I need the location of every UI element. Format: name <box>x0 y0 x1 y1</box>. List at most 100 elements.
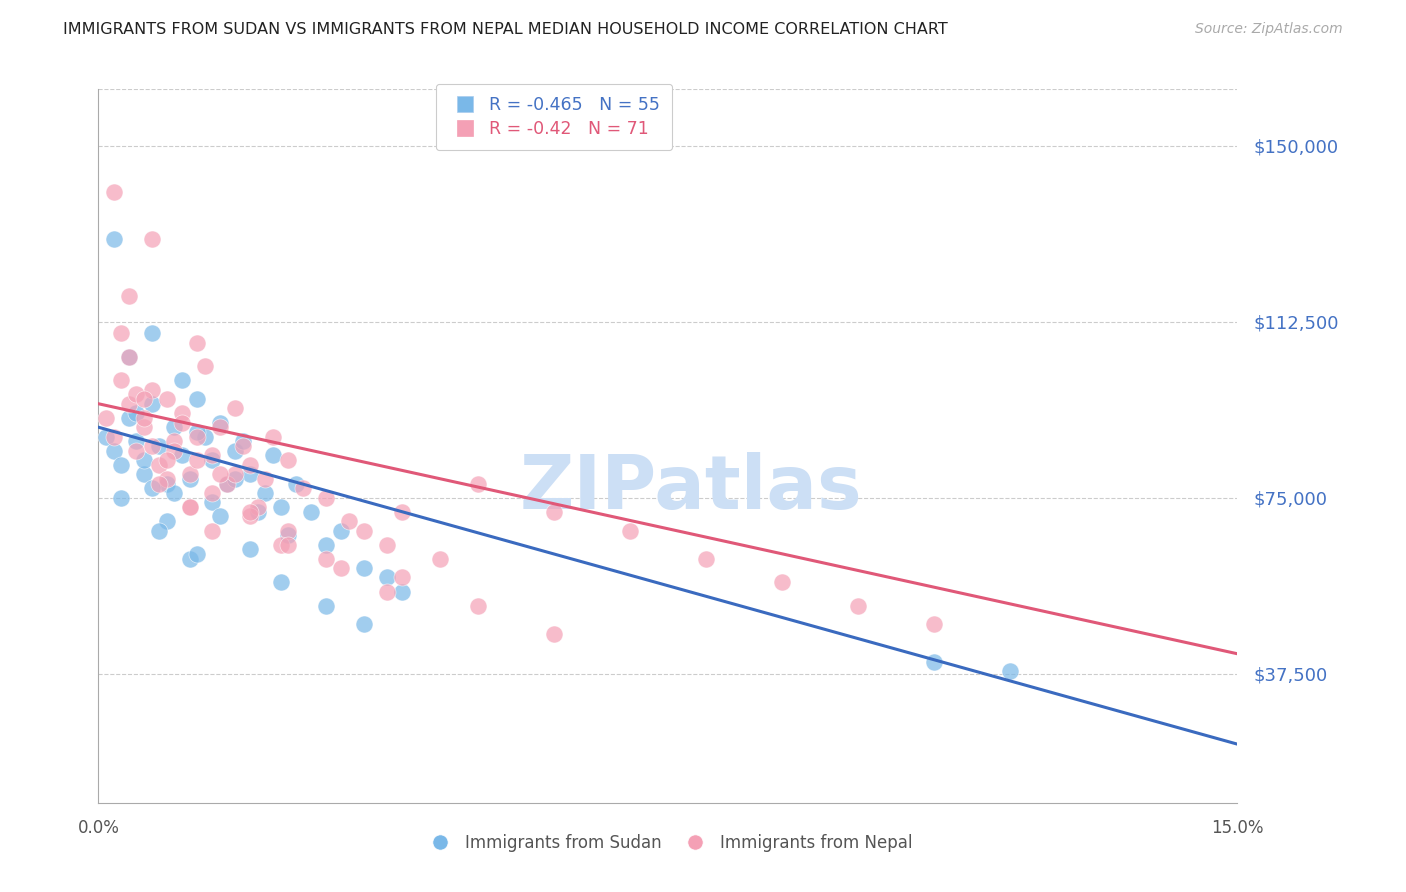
Point <box>254 486 277 500</box>
Point <box>132 453 155 467</box>
Point <box>110 491 132 505</box>
Point <box>125 443 148 458</box>
Point <box>194 359 217 374</box>
Point <box>156 392 179 406</box>
Point <box>179 551 201 566</box>
Point <box>179 500 201 514</box>
Point <box>170 406 193 420</box>
Point <box>232 434 254 449</box>
Point <box>163 434 186 449</box>
Point <box>110 373 132 387</box>
Point <box>239 458 262 472</box>
Point <box>315 538 337 552</box>
Point <box>467 476 489 491</box>
Text: Source: ZipAtlas.com: Source: ZipAtlas.com <box>1195 22 1343 37</box>
Point <box>163 443 186 458</box>
Point <box>110 326 132 341</box>
Point <box>208 467 231 482</box>
Point <box>375 584 398 599</box>
Point <box>353 524 375 538</box>
Point <box>239 505 262 519</box>
Point <box>277 538 299 552</box>
Point <box>998 665 1021 679</box>
Point <box>170 373 193 387</box>
Point <box>186 335 208 350</box>
Point <box>277 528 299 542</box>
Point <box>262 429 284 443</box>
Point <box>353 617 375 632</box>
Point <box>110 458 132 472</box>
Point <box>103 443 125 458</box>
Text: IMMIGRANTS FROM SUDAN VS IMMIGRANTS FROM NEPAL MEDIAN HOUSEHOLD INCOME CORRELATI: IMMIGRANTS FROM SUDAN VS IMMIGRANTS FROM… <box>63 22 948 37</box>
Point <box>141 383 163 397</box>
Point <box>132 420 155 434</box>
Point <box>186 425 208 439</box>
Point <box>224 401 246 416</box>
Point <box>330 561 353 575</box>
Point <box>156 453 179 467</box>
Point <box>179 500 201 514</box>
Point <box>94 410 117 425</box>
Point <box>846 599 869 613</box>
Point <box>163 420 186 434</box>
Point <box>224 443 246 458</box>
Point <box>118 350 141 364</box>
Point <box>246 505 269 519</box>
Point <box>103 429 125 443</box>
Point <box>391 570 413 584</box>
Point <box>148 524 170 538</box>
Point <box>254 472 277 486</box>
Point <box>141 397 163 411</box>
Point <box>224 467 246 482</box>
Point <box>543 627 565 641</box>
Point <box>695 551 717 566</box>
Point <box>292 481 315 495</box>
Point <box>217 476 239 491</box>
Point <box>270 538 292 552</box>
Point <box>262 449 284 463</box>
Point <box>239 467 262 482</box>
Legend: Immigrants from Sudan, Immigrants from Nepal: Immigrants from Sudan, Immigrants from N… <box>416 828 920 859</box>
Point <box>217 476 239 491</box>
Point <box>179 472 201 486</box>
Point <box>148 439 170 453</box>
Point <box>277 524 299 538</box>
Point <box>208 420 231 434</box>
Point <box>141 481 163 495</box>
Point <box>330 524 353 538</box>
Point <box>170 416 193 430</box>
Point <box>125 434 148 449</box>
Point <box>156 472 179 486</box>
Point <box>132 410 155 425</box>
Point <box>103 232 125 246</box>
Point <box>299 505 322 519</box>
Point <box>922 655 945 669</box>
Point <box>132 467 155 482</box>
Point <box>125 387 148 401</box>
Point <box>315 491 337 505</box>
Point <box>239 509 262 524</box>
Point <box>156 476 179 491</box>
Point <box>201 453 224 467</box>
Point <box>391 505 413 519</box>
Point <box>770 575 793 590</box>
Point <box>429 551 451 566</box>
Point <box>194 429 217 443</box>
Point <box>186 547 208 561</box>
Point <box>224 472 246 486</box>
Point <box>141 439 163 453</box>
Point <box>375 538 398 552</box>
Point <box>118 350 141 364</box>
Point <box>201 524 224 538</box>
Point <box>148 476 170 491</box>
Point <box>156 514 179 528</box>
Point <box>391 584 413 599</box>
Point <box>141 232 163 246</box>
Point <box>118 397 141 411</box>
Text: ZIPatlas: ZIPatlas <box>519 452 862 525</box>
Point <box>201 449 224 463</box>
Point <box>170 449 193 463</box>
Point <box>315 551 337 566</box>
Point <box>375 570 398 584</box>
Point <box>208 509 231 524</box>
